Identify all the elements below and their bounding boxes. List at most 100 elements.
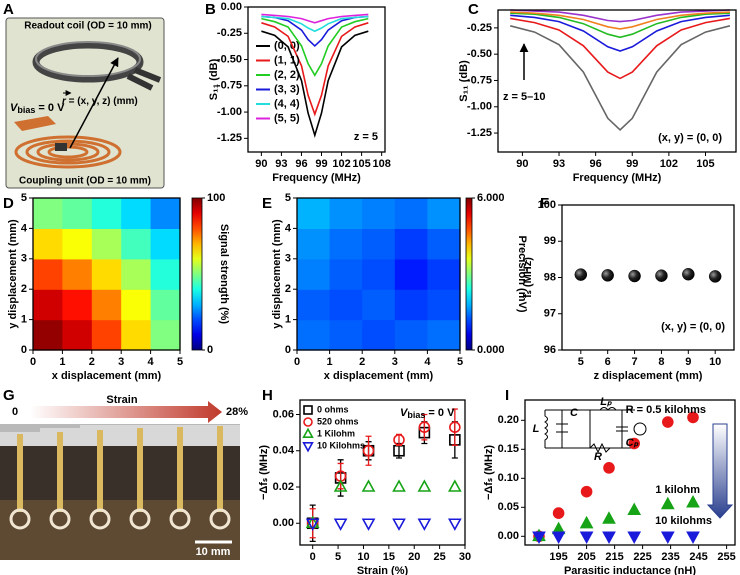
vector-label: r = (x, y, z) (mm) [62, 96, 138, 107]
x-tick-label: 102 [332, 158, 350, 170]
marker [661, 416, 674, 428]
plot-frame [296, 197, 461, 351]
y-tick-label: 1 [21, 314, 27, 326]
x-tick-label: 25 [433, 551, 445, 563]
annotation: (x, y) = (0, 0) [658, 132, 722, 144]
y-axis-label: S₁₁ (dB) [208, 58, 220, 100]
heat-cell [297, 228, 331, 260]
y-tick-label: -0.75 [467, 74, 492, 86]
panel-letter: D [3, 195, 14, 212]
coil-lead [126, 73, 154, 91]
device-strip [97, 430, 103, 512]
colorbar [465, 197, 473, 351]
plot-frame [247, 6, 386, 153]
heat-cell [297, 258, 331, 290]
marker [603, 462, 615, 474]
strain-label: Strain [106, 394, 137, 406]
device-coil [89, 508, 111, 530]
heat-cell [62, 289, 93, 321]
photo-board [0, 500, 240, 560]
legend-label: 0 ohms [317, 404, 349, 414]
heat-cell [394, 258, 428, 290]
x-tick-label: 1 [59, 356, 65, 368]
y-axis-label: −Δfₛ (MHz) [258, 445, 270, 500]
heat-cell [33, 228, 63, 260]
panel-letter: E [262, 195, 272, 212]
data-line [510, 25, 731, 132]
marker [303, 417, 313, 427]
x-tick-label: 15 [383, 551, 395, 563]
x-tick-label: 2 [359, 356, 365, 368]
y-tick-label: 97 [544, 308, 556, 320]
annotation-subscript: bias [407, 410, 425, 420]
y-tick-label: 0.00 [273, 517, 294, 529]
x-tick-label: 90 [255, 158, 267, 170]
marker [417, 518, 432, 531]
coil-lead [133, 67, 162, 83]
heat-cell [121, 319, 152, 351]
heat-cell [91, 289, 122, 321]
legend-label: (0, 0) [274, 40, 300, 52]
x-tick-label: 8 [658, 356, 664, 368]
heat-cell [362, 319, 396, 351]
error-bar [337, 462, 344, 490]
marker [393, 434, 405, 446]
circuit-components [589, 410, 628, 454]
marker [628, 437, 641, 450]
x-tick-label: 105 [696, 158, 714, 170]
y-tick-label: 2 [285, 283, 291, 295]
heat-cell [33, 289, 63, 321]
marker [708, 270, 722, 283]
legend-label: (1, 1) [274, 54, 300, 66]
x-tick-label: 3 [392, 356, 398, 368]
data-line [261, 13, 369, 24]
marker [579, 531, 594, 544]
annotation: R = 0.5 kilohms [626, 404, 706, 416]
y-tick-label: 5 [21, 192, 27, 204]
y-tick-label: 0.00 [498, 530, 519, 542]
x-axis-label: z displacement (mm) [594, 370, 703, 382]
error-bar [309, 508, 316, 539]
device-coil [49, 508, 71, 530]
marker [333, 479, 348, 492]
coupling-spiral [14, 135, 122, 169]
marker [686, 531, 700, 544]
device-strip [17, 434, 23, 512]
heat-cell [62, 198, 93, 229]
marker [392, 518, 406, 531]
marker [655, 269, 668, 282]
y-tick-label: 99 [544, 235, 556, 247]
marker [449, 421, 461, 433]
x-axis-label: Parasitic inductance (nH) [564, 565, 696, 575]
marker [602, 531, 616, 544]
panel-letter: I [505, 387, 509, 404]
coil-label: Readout coil (OD = 10 mm) [24, 21, 152, 32]
x-tick-label: 3 [118, 356, 124, 368]
marker [305, 515, 320, 529]
marker [687, 411, 699, 424]
y-tick-label: 3 [285, 253, 291, 265]
annotation-text: = 0 V [425, 407, 455, 419]
heat-cell [91, 258, 122, 290]
legend-label: (4, 4) [274, 98, 300, 110]
marker [418, 421, 431, 433]
device-coil [129, 508, 151, 530]
device-strip [217, 426, 223, 512]
x-tick-label: 245 [689, 551, 707, 563]
x-tick-label: 93 [275, 158, 287, 170]
annotation: z = 5 [354, 131, 378, 143]
x-tick-label: 10 [357, 551, 369, 563]
x-tick-label: 102 [660, 158, 678, 170]
coupling-spiral [36, 142, 100, 162]
colorbar-label: Precision (mV) [516, 235, 528, 312]
circuit-inset [544, 407, 647, 454]
y-tick-label: 4 [285, 222, 292, 234]
circuit-label: Cₚ [626, 437, 639, 449]
device-coil [9, 508, 31, 530]
legend-label: 520 ohms [317, 416, 359, 426]
y-tick-label: 96 [544, 344, 556, 356]
y-tick-label: 0.20 [498, 414, 519, 426]
colorbar-tick-label: 0 [207, 344, 213, 356]
chip [55, 143, 67, 151]
y-axis-label: fₛ (MHz) [522, 257, 534, 298]
